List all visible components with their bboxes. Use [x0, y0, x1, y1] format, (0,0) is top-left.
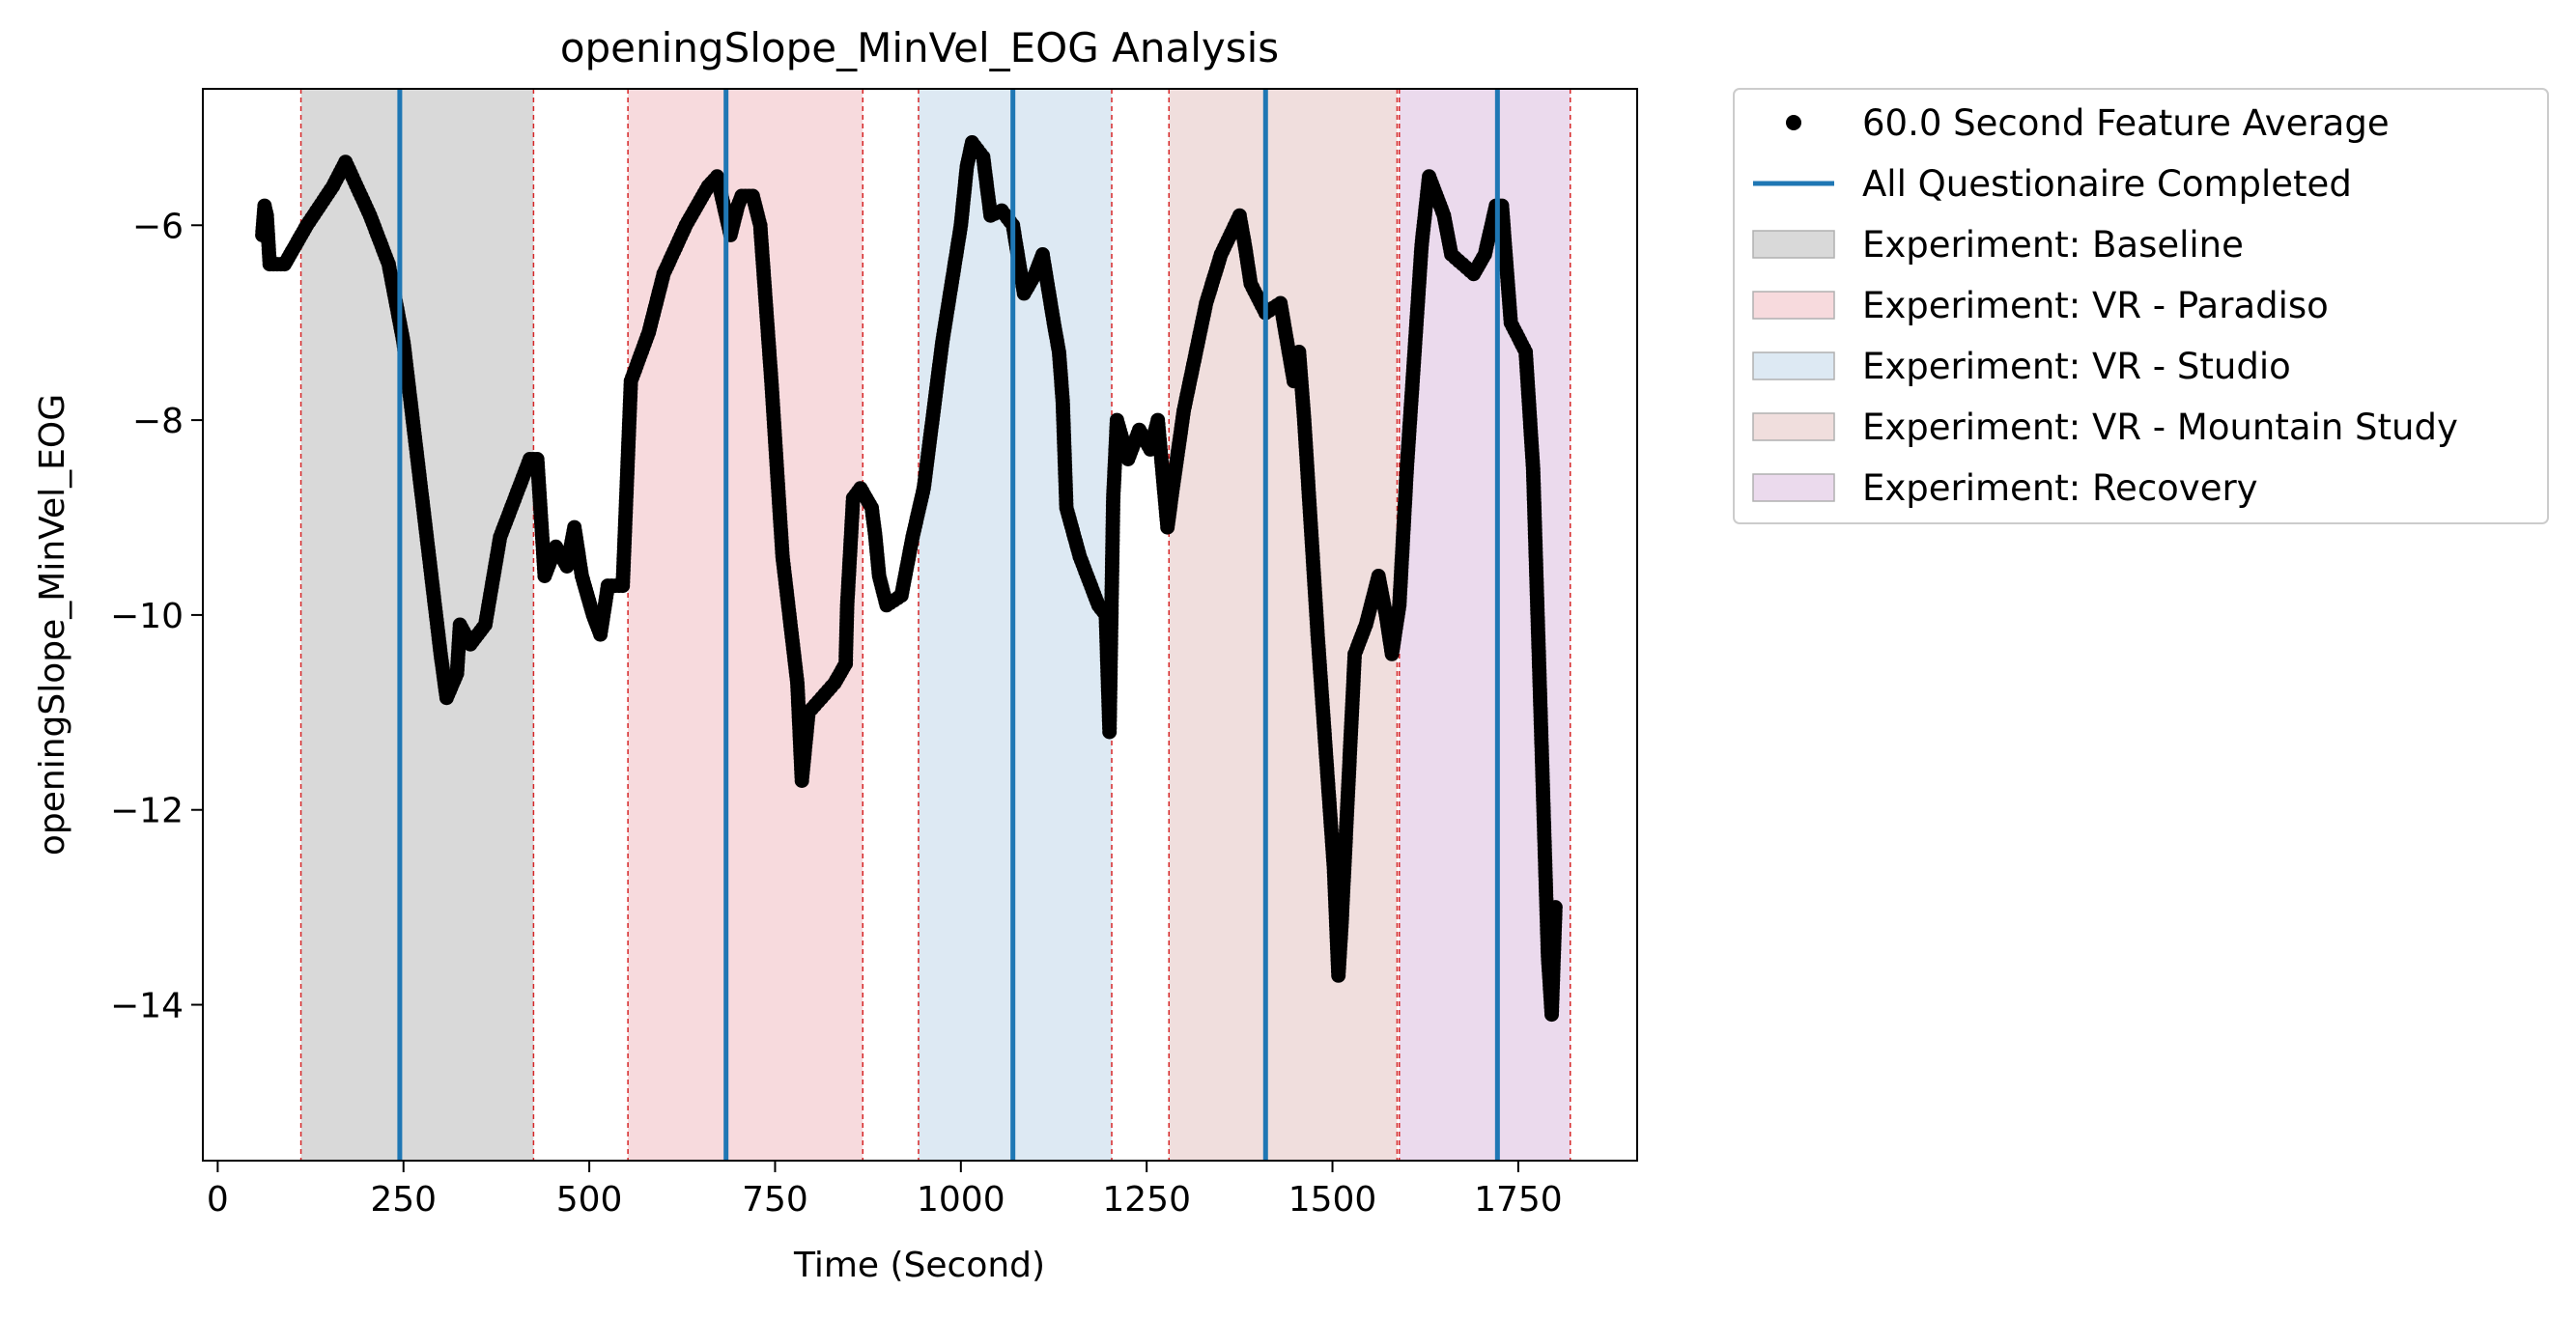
legend-patch-icon: [1752, 473, 1835, 502]
x-tick-label: 0: [207, 1180, 229, 1220]
y-tick-label: −10: [110, 597, 184, 636]
plot-area-frame: [202, 88, 1638, 1162]
legend-label: Experiment: Baseline: [1862, 224, 2244, 266]
x-tick-label: 1250: [1102, 1180, 1191, 1220]
legend-marker-icon: [1786, 115, 1801, 130]
legend-patch-icon: [1752, 230, 1835, 259]
y-axis-label: openingSlope_MinVel_EOG: [33, 394, 72, 856]
x-tick-label: 250: [370, 1180, 437, 1220]
y-tick-label: −12: [110, 792, 184, 831]
legend-label: Experiment: VR - Paradiso: [1862, 285, 2329, 326]
legend-label: Experiment: Recovery: [1862, 467, 2258, 509]
x-tick-label: 1500: [1288, 1180, 1377, 1220]
experiment-span-0: [300, 89, 534, 1161]
x-axis-label: Time (Second): [793, 1246, 1045, 1285]
legend-label: Experiment: VR - Studio: [1862, 346, 2291, 387]
y-tick-label: −8: [132, 402, 184, 441]
x-tick-label: 1000: [917, 1180, 1005, 1220]
x-tick-label: 750: [742, 1180, 808, 1220]
legend: 60.0 Second Feature Average All Questiona…: [1733, 88, 2549, 524]
legend-frame: [1733, 88, 2549, 524]
y-tick-label: −14: [110, 987, 184, 1026]
questionnaire-lines: [397, 89, 1500, 1161]
legend-patch-icon: [1752, 291, 1835, 320]
legend-items: 60.0 Second Feature Average All Questiona…: [1752, 102, 2458, 509]
x-tick-label: 500: [556, 1180, 623, 1220]
y-axis-ticks: −6 −8 −10 −12 −14: [110, 207, 203, 1026]
chart-title: openingSlope_MinVel_EOG Analysis: [560, 24, 1279, 71]
x-tick-label: 1750: [1474, 1180, 1563, 1220]
legend-patch-icon: [1752, 412, 1835, 441]
experiment-span-1: [628, 89, 863, 1161]
feature-average-points: [255, 135, 1563, 1023]
legend-label: All Questionaire Completed: [1862, 163, 2352, 205]
data-point: [1547, 900, 1563, 915]
x-axis-ticks: 0 250 500 750 1000 1250 1500 1750: [207, 1161, 1563, 1220]
experiment-boundaries: [299, 89, 1571, 1161]
legend-patch-icon: [1752, 351, 1835, 380]
y-tick-label: −6: [132, 207, 184, 246]
legend-label: 60.0 Second Feature Average: [1862, 102, 2390, 144]
legend-label: Experiment: VR - Mountain Study: [1862, 407, 2458, 448]
